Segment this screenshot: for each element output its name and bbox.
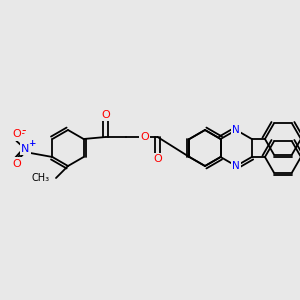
Text: O: O — [12, 130, 20, 140]
Text: O: O — [153, 154, 162, 164]
Text: O: O — [141, 132, 148, 142]
Text: O: O — [154, 153, 161, 163]
Text: CH₃: CH₃ — [34, 173, 51, 182]
Text: N: N — [21, 144, 30, 154]
Text: O: O — [12, 158, 20, 168]
Text: CH₃: CH₃ — [32, 173, 50, 183]
Text: N: N — [232, 125, 240, 135]
Text: O: O — [12, 159, 21, 169]
Text: +: + — [28, 139, 35, 148]
Text: O: O — [12, 129, 21, 139]
Text: -: - — [21, 124, 26, 137]
Text: N: N — [232, 161, 240, 171]
Text: O: O — [101, 110, 110, 120]
Text: +: + — [28, 140, 35, 148]
Text: O: O — [140, 132, 149, 142]
Text: N: N — [22, 144, 29, 154]
Text: O: O — [102, 111, 110, 121]
Text: -: - — [20, 128, 24, 138]
Text: N: N — [22, 144, 29, 154]
